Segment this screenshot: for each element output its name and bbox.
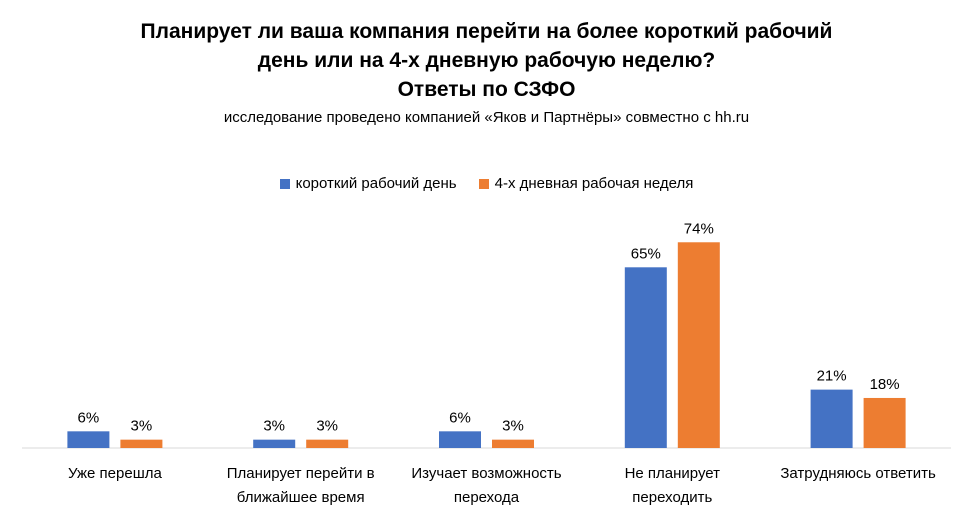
legend-label-series-1: короткий рабочий день: [295, 175, 457, 192]
data-label-1-3: 6%: [449, 409, 471, 426]
legend-item-series-1: короткий рабочий день: [279, 175, 457, 192]
category-label-4-line-1: Не планирует: [625, 465, 721, 482]
bar-1-5: [810, 389, 853, 448]
data-label-2-5: 18%: [870, 376, 900, 393]
chart-legend: короткий рабочий день 4-х дневная рабоча…: [0, 175, 973, 192]
legend-swatch-series-2: [478, 178, 489, 189]
category-label-2-line-2: ближайшее время: [237, 489, 365, 506]
category-label-3-line-1: Изучает возможность: [411, 465, 561, 482]
data-label-2-3: 3%: [502, 418, 524, 435]
bar-1-2: [253, 439, 296, 448]
bar-2-3: [492, 439, 534, 448]
data-label-1-2: 3%: [263, 418, 285, 435]
bar-1-1: [67, 431, 110, 448]
legend-label-series-2: 4-х дневная рабочая неделя: [494, 175, 694, 192]
data-label-2-1: 3%: [131, 418, 153, 435]
bar-2-4: [677, 242, 720, 448]
data-label-2-4: 74%: [684, 220, 714, 237]
data-label-1-1: 6%: [78, 409, 100, 426]
chart-title-line-1: Планирует ли ваша компания перейти на бо…: [140, 20, 833, 43]
legend-item-series-2: 4-х дневная рабочая неделя: [478, 175, 694, 192]
category-label-1-line-1: Уже перешла: [68, 465, 163, 482]
bar-2-2: [306, 439, 349, 448]
bar-2-1: [120, 439, 163, 448]
category-label-3-line-2: перехода: [454, 489, 520, 506]
legend-swatch-series-1: [279, 178, 290, 189]
category-label-4-line-2: переходить: [632, 489, 712, 506]
data-label-1-4: 65%: [631, 245, 661, 262]
chart-subtitle: исследование проведено компанией «Яков и…: [223, 109, 750, 126]
bar-1-4: [624, 267, 667, 448]
data-label-1-5: 21%: [817, 368, 847, 385]
data-label-2-2: 3%: [316, 418, 338, 435]
category-label-5-line-1: Затрудняюсь ответить: [780, 465, 936, 482]
chart-title-line-2: день или на 4-х дневную рабочую неделю?: [257, 49, 716, 72]
category-label-2-line-1: Планирует перейти в: [227, 465, 375, 482]
bar-1-3: [439, 431, 481, 448]
chart-title-line-3: Ответы по СЗФО: [397, 78, 576, 101]
bar-2-5: [863, 397, 906, 448]
